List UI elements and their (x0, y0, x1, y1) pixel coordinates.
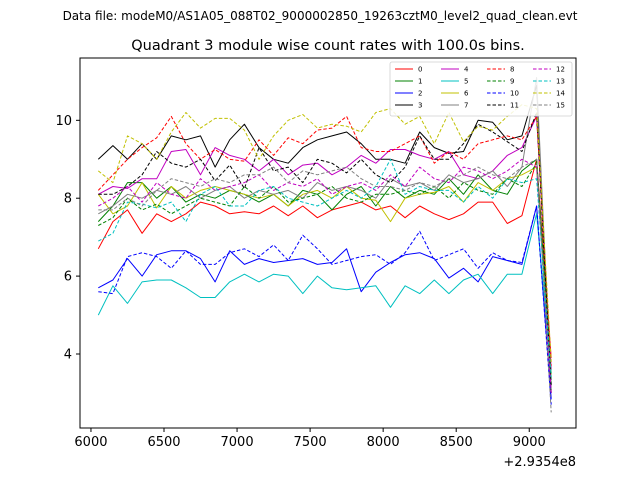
series-line-15 (98, 158, 552, 413)
series-line-11 (98, 112, 552, 386)
x-axis: 6000 6500 7000 7500 8000 8500 9000 (74, 428, 546, 450)
x-tick-label: 6500 (147, 435, 180, 450)
series-line-7 (98, 77, 552, 390)
series-line-13 (98, 158, 552, 378)
x-tick-label: 7500 (294, 435, 327, 450)
x-tick-label: 8000 (367, 435, 400, 450)
legend-label-12: 12 (556, 66, 565, 74)
legend-label-9: 9 (510, 78, 514, 86)
plot-frame (79, 57, 577, 429)
legend-label-0: 0 (418, 66, 422, 74)
legend-label-8: 8 (510, 66, 514, 74)
y-tick-label: 10 (55, 114, 72, 129)
figure-suptitle: Data file: modeM0/AS1A05_088T02_90000028… (63, 9, 578, 23)
legend-label-3: 3 (418, 102, 422, 110)
legend-label-11: 11 (510, 102, 519, 110)
x-tick-label: 7000 (221, 435, 254, 450)
legend-label-2: 2 (418, 90, 422, 98)
y-axis: 4 6 8 10 (55, 114, 80, 363)
series-line-8 (97, 115, 552, 366)
legend-label-7: 7 (464, 102, 468, 110)
legend-label-1: 1 (418, 78, 422, 86)
x-tick-label: 6000 (74, 435, 107, 450)
series-line-5 (97, 213, 552, 374)
series-line-4 (98, 115, 552, 370)
series-line-12 (98, 158, 552, 393)
y-tick-label: 8 (64, 192, 72, 207)
series-line-10 (98, 205, 552, 405)
plot-lines (97, 77, 552, 413)
legend-label-13: 13 (556, 78, 565, 86)
legend-label-5: 5 (464, 78, 468, 86)
series-line-2 (98, 205, 552, 399)
x-axis-offset-label: +2.9354e8 (503, 455, 576, 470)
chart-title: Quadrant 3 module wise count rates with … (131, 38, 525, 54)
legend-label-4: 4 (464, 66, 469, 74)
legend-box (389, 61, 573, 117)
legend-label-6: 6 (464, 90, 469, 98)
y-tick-label: 6 (64, 270, 72, 285)
legend-label-14: 14 (556, 90, 565, 98)
series-line-9 (98, 162, 552, 386)
series-line-0 (97, 158, 552, 358)
series-line-6 (97, 166, 552, 378)
legend-label-10: 10 (510, 90, 519, 98)
series-line-3 (97, 84, 552, 393)
y-tick-label: 4 (64, 348, 72, 363)
x-tick-label: 8500 (440, 435, 473, 450)
x-tick-label: 9000 (513, 435, 546, 450)
series-line-14 (97, 104, 552, 362)
legend-label-15: 15 (556, 102, 565, 110)
